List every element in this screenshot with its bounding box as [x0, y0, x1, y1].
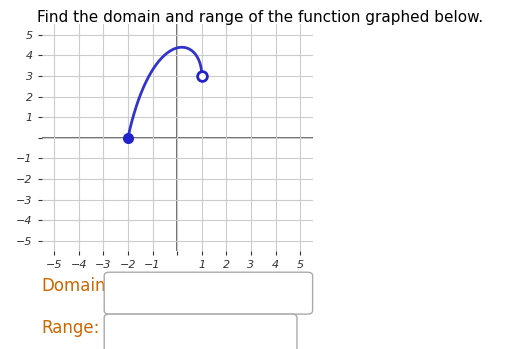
Text: Find the domain and range of the function graphed below.: Find the domain and range of the functio… [38, 10, 483, 25]
Text: Domain:: Domain: [42, 277, 112, 295]
Text: Range:: Range: [42, 319, 100, 337]
